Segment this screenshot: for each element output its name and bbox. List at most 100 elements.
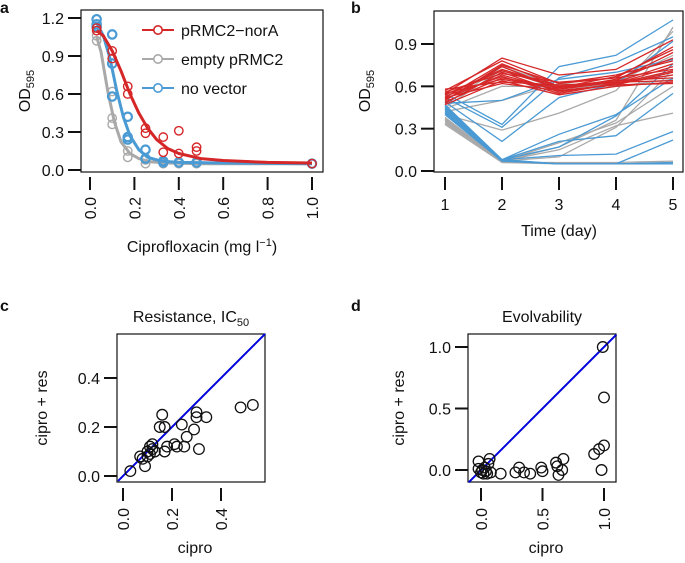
plot-frame [80,9,324,173]
legend-item: no vector [142,81,247,98]
x-axis-label: cipro [178,540,213,557]
data-point [91,35,102,46]
y-tick-label: 0.4 [78,371,100,388]
x-axis: 0.0 0.2 0.4 0.6 0.8 1.0 [83,177,322,219]
series-line-grey [444,123,674,164]
x-tick-label: 0.0 [83,197,100,219]
data-point [148,445,161,458]
data-point [122,152,133,163]
data-point [107,46,118,56]
series-line-red [444,68,674,93]
fit-curve [95,22,313,166]
x-tick-label: 2 [498,197,507,214]
legend-item: pRMC2−norA [142,23,279,40]
series-line-red [444,49,674,96]
x-tick-label: 1.0 [597,508,614,530]
series-line-blue [444,114,674,165]
x-tick-label: 0.2 [165,508,182,530]
data-point [190,406,203,419]
data-point [168,438,181,451]
series-line-blue [444,40,674,143]
series-line-red [444,82,674,99]
data-point [122,89,133,99]
data-point [122,111,134,123]
y-tick-label: 1.0 [429,340,451,357]
legend-marker [153,53,164,64]
identity-line [117,333,266,482]
points [124,399,259,478]
data-point [161,440,174,453]
y-axis: 0.0 0.2 0.4 [78,371,117,486]
series-line-blue [444,36,674,129]
y-axis-label: cipro + res [391,370,408,445]
series-blue [91,13,318,169]
data-point [482,457,495,470]
data-point [536,465,549,478]
data-point [146,438,159,451]
x-tick-label: 0.2 [127,197,144,219]
legend-label: no vector [181,81,247,98]
y-tick-label: 0.6 [42,87,64,104]
data-point [178,440,191,453]
data-point [191,142,202,153]
legend-label: empty pRMC2 [181,52,283,69]
y-tick-label: 1.2 [42,11,64,28]
y-tick-label: 0.3 [42,125,64,142]
y-tick-label: 0.6 [395,79,417,96]
legend-item: empty pRMC2 [142,52,283,69]
x-axis-label: Time (day) [521,223,597,240]
y-axis-label: cipro + res [34,370,51,445]
x-axis: 0.0 0.2 0.4 [116,488,231,530]
y-axis: 0.0 0.3 0.6 0.9 [395,37,434,181]
data-point [598,439,610,452]
data-point [158,421,171,433]
data-point [477,467,490,480]
x-tick-label: 1.0 [305,197,322,219]
y-tick-label: 0.0 [78,469,100,486]
data-point [140,123,151,134]
y-tick-label: 0.9 [42,49,64,66]
x-tick-label: 4 [612,197,621,214]
data-point [140,158,151,169]
data-point [595,464,608,476]
data-point [158,147,169,158]
series-line-red [444,74,674,97]
series-line-red [444,63,674,96]
data-point [107,119,118,130]
panel-label-d: d [351,298,361,315]
series-line-red [444,70,674,90]
y-axis-label: OD595 [17,70,37,112]
data-point [91,25,102,36]
data-point [122,134,134,145]
data-point [246,399,259,411]
series-lines [444,19,674,165]
x-tick-label: 0.8 [261,197,278,219]
data-point [139,460,152,473]
data-point [200,411,213,424]
data-point [188,423,201,436]
data-point [146,443,159,456]
x-tick-label: 0.6 [216,197,233,219]
data-point [157,157,169,168]
x-tick-label: 3 [555,197,564,214]
chart-title: Evolvability [502,309,582,326]
data-point [518,466,531,479]
y-tick-label: 0.9 [395,37,417,54]
legend-marker [153,83,164,94]
data-point [140,153,151,164]
data-point [107,53,118,64]
legend-marker [153,24,164,35]
data-point [153,421,166,433]
x-tick-label: 0.0 [116,508,133,530]
data-point [191,146,202,156]
y-axis: 0.0 0.3 0.6 0.9 1.2 [42,11,81,180]
y-tick-label: 0.0 [42,163,64,180]
legend: pRMC2−norA empty pRMC2 no vector [142,23,283,98]
data-point [307,158,317,169]
x-tick-label: 0.5 [536,508,553,530]
data-point [106,29,118,40]
panel-label-b: b [351,0,361,17]
series-red [91,23,317,169]
y-tick-label: 0.2 [78,420,100,437]
